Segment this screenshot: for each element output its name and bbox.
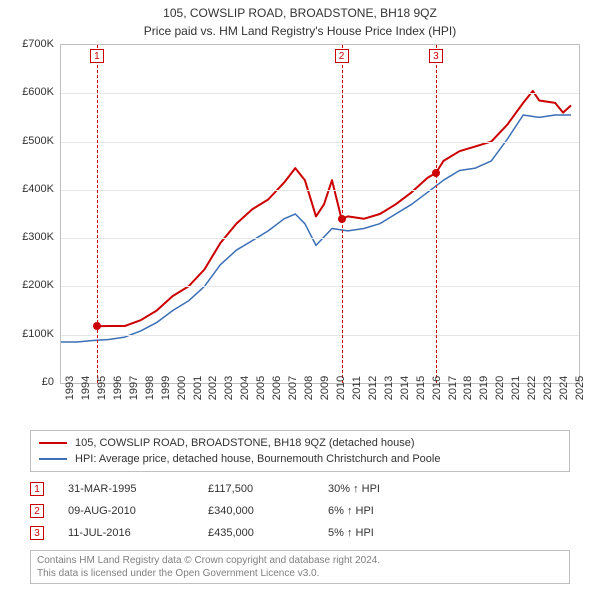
x-axis-label: 2004 <box>239 376 251 400</box>
x-axis-label: 1994 <box>80 376 92 400</box>
sale-row-price: £435,000 <box>208 527 328 539</box>
x-axis-label: 2025 <box>574 376 586 400</box>
sales-block: 1 31-MAR-1995£117,50030% ↑ HPI 2 09-AUG-201… <box>30 478 570 544</box>
footer-line2: This data is licensed under the Open Gov… <box>37 567 563 580</box>
sale-event-marker: 1 <box>90 49 104 63</box>
y-axis-label: £300K <box>10 231 54 243</box>
page-root: 105, COWSLIP ROAD, BROADSTONE, BH18 9QZ … <box>0 0 600 590</box>
y-axis-label: £0 <box>10 376 54 388</box>
x-axis-label: 1999 <box>160 376 172 400</box>
legend-label: HPI: Average price, detached house, Bour… <box>75 451 440 467</box>
x-axis-label: 2009 <box>319 376 331 400</box>
x-axis-label: 2017 <box>447 376 459 400</box>
chart-svg <box>61 45 579 383</box>
y-gridline <box>61 238 579 239</box>
x-axis-label: 2013 <box>383 376 395 400</box>
x-axis-label: 2015 <box>415 376 427 400</box>
sale-row: 1 31-MAR-1995£117,50030% ↑ HPI <box>30 478 570 500</box>
sale-event-dot <box>432 169 440 177</box>
sale-row: 2 09-AUG-2010£340,0006% ↑ HPI <box>30 500 570 522</box>
sale-event-line <box>97 45 98 383</box>
legend-swatch <box>39 442 67 444</box>
sale-row-delta: 30% ↑ HPI <box>328 483 380 495</box>
y-axis-label: £100K <box>10 328 54 340</box>
chart-area: 1 2 3 <box>60 44 580 384</box>
x-axis-label: 2005 <box>255 376 267 400</box>
x-axis-label: 2007 <box>287 376 299 400</box>
sale-event-line <box>436 45 437 383</box>
y-gridline <box>61 286 579 287</box>
y-axis-label: £200K <box>10 279 54 291</box>
x-axis-label: 2018 <box>462 376 474 400</box>
x-axis-label: 2020 <box>494 376 506 400</box>
x-axis-label: 2022 <box>526 376 538 400</box>
x-axis-label: 2001 <box>192 376 204 400</box>
title-subtitle: Price paid vs. HM Land Registry's House … <box>0 24 600 38</box>
footer-line1: Contains HM Land Registry data © Crown c… <box>37 554 563 567</box>
x-axis-label: 1997 <box>128 376 140 400</box>
x-axis-label: 2008 <box>303 376 315 400</box>
x-axis-label: 1996 <box>112 376 124 400</box>
x-axis-label: 2016 <box>431 376 443 400</box>
series-line-blue <box>61 115 571 342</box>
chart-wrap: 123 £0£100K£200K£300K£400K£500K£600K£700… <box>10 44 590 424</box>
sale-row-date: 11-JUL-2016 <box>68 527 208 539</box>
legend-item: HPI: Average price, detached house, Bour… <box>39 451 561 467</box>
x-axis-label: 2011 <box>351 376 363 400</box>
x-axis-label: 2021 <box>510 376 522 400</box>
y-axis-label: £500K <box>10 135 54 147</box>
y-gridline <box>61 190 579 191</box>
x-axis-label: 2023 <box>542 376 554 400</box>
legend-label: 105, COWSLIP ROAD, BROADSTONE, BH18 9QZ … <box>75 435 415 451</box>
sale-row-price: £340,000 <box>208 505 328 517</box>
y-gridline <box>61 335 579 336</box>
x-axis-label: 1993 <box>64 376 76 400</box>
sale-event-marker: 2 <box>335 49 349 63</box>
sale-event-marker: 3 <box>429 49 443 63</box>
x-axis-label: 2019 <box>478 376 490 400</box>
sale-row-marker: 2 <box>30 504 44 518</box>
sale-row-delta: 6% ↑ HPI <box>328 505 374 517</box>
sale-row-delta: 5% ↑ HPI <box>328 527 374 539</box>
x-axis-label: 2012 <box>367 376 379 400</box>
x-axis-label: 2014 <box>399 376 411 400</box>
series-line-red <box>97 91 571 326</box>
x-axis-label: 2002 <box>207 376 219 400</box>
y-axis-label: £600K <box>10 86 54 98</box>
title-block: 105, COWSLIP ROAD, BROADSTONE, BH18 9QZ … <box>0 0 600 38</box>
y-axis-label: £400K <box>10 183 54 195</box>
sale-row-marker: 3 <box>30 526 44 540</box>
y-axis-label: £700K <box>10 38 54 50</box>
x-axis-label: 2000 <box>176 376 188 400</box>
x-axis-label: 2010 <box>335 376 347 400</box>
sale-event-dot <box>93 322 101 330</box>
sale-row-date: 09-AUG-2010 <box>68 505 208 517</box>
sale-row-marker: 1 <box>30 482 44 496</box>
sale-row-date: 31-MAR-1995 <box>68 483 208 495</box>
title-address: 105, COWSLIP ROAD, BROADSTONE, BH18 9QZ <box>0 6 600 20</box>
y-gridline <box>61 93 579 94</box>
legend-swatch <box>39 458 67 460</box>
x-axis-label: 2024 <box>558 376 570 400</box>
legend-box: 105, COWSLIP ROAD, BROADSTONE, BH18 9QZ … <box>30 430 570 472</box>
footer-box: Contains HM Land Registry data © Crown c… <box>30 550 570 584</box>
y-gridline <box>61 142 579 143</box>
sale-event-dot <box>338 215 346 223</box>
x-axis-label: 1998 <box>144 376 156 400</box>
x-axis-label: 2003 <box>223 376 235 400</box>
legend-item: 105, COWSLIP ROAD, BROADSTONE, BH18 9QZ … <box>39 435 561 451</box>
sale-row: 3 11-JUL-2016£435,0005% ↑ HPI <box>30 522 570 544</box>
x-axis-label: 1995 <box>96 376 108 400</box>
x-axis-label: 2006 <box>271 376 283 400</box>
sale-row-price: £117,500 <box>208 483 328 495</box>
